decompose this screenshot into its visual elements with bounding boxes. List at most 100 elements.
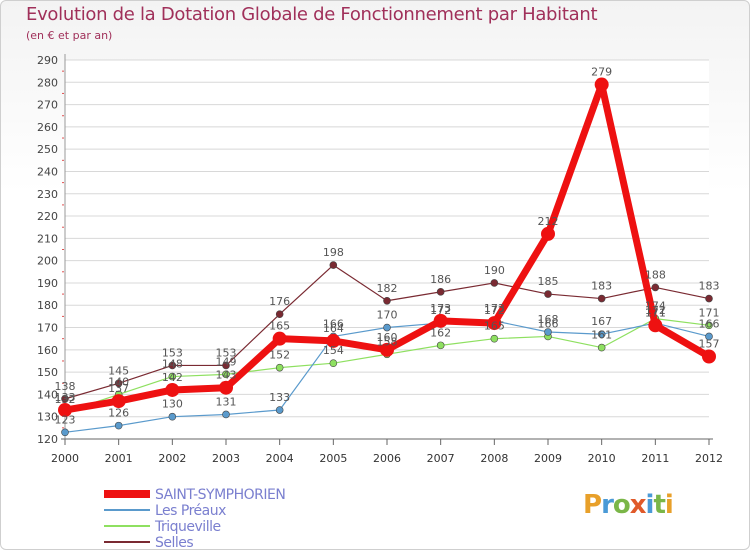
x-tick-label: 2002 xyxy=(158,452,186,465)
data-point xyxy=(597,343,606,352)
data-point xyxy=(275,363,284,372)
data-point xyxy=(222,361,230,370)
y-tick-label: 270 xyxy=(37,99,58,112)
data-label: 166 xyxy=(323,317,344,330)
x-tick-label: 2008 xyxy=(480,452,508,465)
x-tick-label: 2009 xyxy=(534,452,562,465)
data-label: 145 xyxy=(108,364,129,377)
x-tick-label: 2003 xyxy=(212,452,240,465)
data-label: 142 xyxy=(162,371,183,384)
data-label: 132 xyxy=(55,393,76,406)
y-tick-label: 130 xyxy=(37,411,58,424)
data-label: 183 xyxy=(591,280,612,293)
logo-letter: o xyxy=(612,490,631,520)
data-point xyxy=(544,290,552,298)
data-point xyxy=(168,372,177,381)
chart-subtitle: (en € et par an) xyxy=(26,29,113,42)
data-point xyxy=(594,77,609,92)
data-point xyxy=(275,310,284,318)
logo-letter: t xyxy=(653,490,665,520)
data-label: 161 xyxy=(591,329,612,342)
data-point xyxy=(433,313,448,328)
data-point xyxy=(651,283,660,292)
data-point xyxy=(61,428,69,437)
logo-letter: P xyxy=(583,490,602,520)
y-tick-label: 170 xyxy=(37,322,58,335)
legend-label: Selles xyxy=(155,535,193,550)
y-tick-label: 190 xyxy=(37,277,58,290)
x-tick-label: 2006 xyxy=(373,452,401,465)
y-tick-label: 230 xyxy=(37,188,58,201)
data-label: 183 xyxy=(699,280,720,293)
legend-label: Les Préaux xyxy=(155,503,226,519)
data-label: 154 xyxy=(323,344,344,357)
data-label: 172 xyxy=(484,304,505,317)
data-label: 130 xyxy=(162,398,183,411)
data-label: 158 xyxy=(377,335,398,348)
x-tick-label: 2010 xyxy=(588,452,616,465)
y-tick-label: 250 xyxy=(37,143,58,156)
data-point xyxy=(487,316,502,331)
data-label: 133 xyxy=(55,391,76,404)
data-point xyxy=(544,328,552,336)
data-label: 143 xyxy=(216,369,237,382)
data-label: 148 xyxy=(162,358,183,371)
y-tick-label: 160 xyxy=(37,344,58,357)
data-label: 166 xyxy=(538,317,559,330)
data-label: 186 xyxy=(430,273,451,286)
data-point xyxy=(114,379,123,388)
x-tick-label: 2012 xyxy=(695,452,723,465)
data-point xyxy=(168,412,177,421)
data-label: 138 xyxy=(55,380,76,393)
data-point xyxy=(222,370,230,379)
data-label: 133 xyxy=(269,391,290,404)
data-label: 131 xyxy=(216,395,237,408)
data-label: 153 xyxy=(216,346,237,359)
data-point xyxy=(705,294,713,303)
data-label: 165 xyxy=(484,320,505,333)
data-point xyxy=(383,323,391,332)
data-point xyxy=(114,421,123,430)
data-label: 166 xyxy=(699,317,720,330)
proxiti-logo: Proxiti xyxy=(583,490,674,520)
data-point xyxy=(272,331,287,346)
data-point xyxy=(222,410,230,419)
data-label: 170 xyxy=(377,309,398,322)
data-label: 153 xyxy=(162,346,183,359)
y-tick-label: 260 xyxy=(37,121,58,134)
data-label: 152 xyxy=(269,349,290,362)
chart-title: Evolution de la Dotation Globale de Fonc… xyxy=(26,4,598,25)
data-label: 279 xyxy=(591,66,612,79)
data-point xyxy=(597,330,606,339)
y-tick-label: 200 xyxy=(37,255,58,268)
logo-letter: x xyxy=(629,490,647,520)
x-tick-label: 2000 xyxy=(51,452,79,465)
y-tick-label: 280 xyxy=(37,76,58,89)
y-tick-label: 210 xyxy=(37,232,58,245)
logo-letter: i xyxy=(664,490,674,520)
data-label: 162 xyxy=(430,326,451,339)
data-label: 212 xyxy=(538,215,559,228)
data-label: 164 xyxy=(323,322,344,335)
x-tick-label: 2007 xyxy=(427,452,455,465)
data-label: 182 xyxy=(377,282,398,295)
data-label: 174 xyxy=(645,300,666,313)
y-tick-label: 240 xyxy=(37,165,58,178)
y-tick-label: 140 xyxy=(37,388,58,401)
data-label: 172 xyxy=(645,304,666,317)
data-point xyxy=(329,359,338,368)
data-label: 176 xyxy=(269,295,290,308)
data-label: 198 xyxy=(323,246,344,259)
data-point xyxy=(61,395,69,403)
x-tick-label: 2004 xyxy=(266,452,294,465)
data-point xyxy=(541,226,555,241)
data-point xyxy=(165,382,180,397)
x-tick-label: 2005 xyxy=(319,452,347,465)
data-point xyxy=(168,361,177,370)
data-label: 165 xyxy=(269,320,290,333)
data-point xyxy=(597,294,606,303)
data-label: 157 xyxy=(699,338,720,351)
y-tick-label: 180 xyxy=(37,299,58,312)
x-tick-label: 2001 xyxy=(105,452,133,465)
